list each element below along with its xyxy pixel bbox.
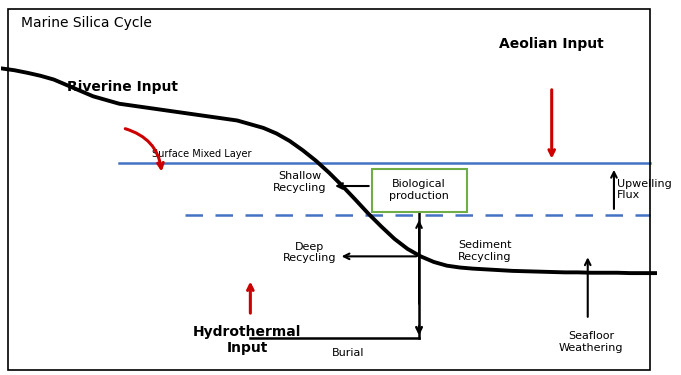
Text: Shallow
Recycling: Shallow Recycling: [272, 171, 326, 193]
Text: Sediment
Recycling: Sediment Recycling: [458, 240, 512, 262]
Bar: [372, 169, 466, 212]
Text: Burial: Burial: [332, 348, 364, 358]
Text: Hydrothermal
Input: Hydrothermal Input: [193, 325, 301, 355]
Text: Aeolian Input: Aeolian Input: [499, 37, 604, 51]
Text: Surface Mixed Layer: Surface Mixed Layer: [152, 149, 251, 159]
Text: Deep
Recycling: Deep Recycling: [283, 242, 336, 264]
Text: Upwelling
Flux: Upwelling Flux: [617, 178, 672, 200]
Text: Riverine Input: Riverine Input: [67, 80, 178, 94]
Text: Marine Silica Cycle: Marine Silica Cycle: [21, 16, 152, 30]
Text: Biological
production: Biological production: [389, 180, 449, 201]
Text: Seafloor
Weathering: Seafloor Weathering: [559, 331, 623, 353]
